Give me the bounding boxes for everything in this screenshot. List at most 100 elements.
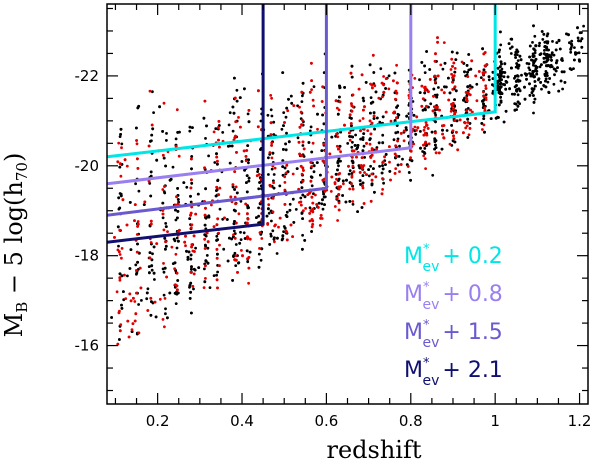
data-point-red: [319, 216, 322, 220]
data-point-black: [122, 290, 125, 293]
data-point-black: [423, 147, 427, 150]
data-point-black: [362, 132, 366, 136]
data-point-red: [273, 166, 277, 170]
data-point-black: [498, 89, 501, 93]
data-point-black: [513, 108, 517, 112]
data-point-black: [192, 287, 195, 291]
data-point-black: [256, 170, 259, 174]
data-point-black: [300, 186, 304, 190]
data-point-black: [164, 307, 167, 311]
data-point-red: [240, 249, 243, 252]
data-point-black: [487, 75, 491, 78]
data-point-red: [436, 40, 439, 44]
data-point-red: [218, 264, 221, 267]
data-point-black: [341, 194, 344, 197]
data-point-red: [117, 250, 121, 254]
data-point-black: [368, 137, 372, 141]
data-point-black: [552, 67, 556, 71]
data-point-black: [276, 236, 279, 240]
data-point-black: [290, 101, 294, 105]
data-point-red: [387, 87, 391, 91]
data-point-black: [149, 194, 153, 198]
data-point-red: [335, 132, 338, 136]
data-point-red: [215, 185, 219, 189]
data-point-black: [317, 201, 321, 205]
data-point-red: [424, 121, 428, 124]
data-point-black: [573, 58, 576, 62]
data-point-black: [149, 174, 153, 178]
data-point-black: [466, 136, 470, 139]
data-point-black: [437, 86, 440, 89]
data-point-black: [205, 124, 208, 128]
data-point-black: [539, 52, 543, 56]
data-point-black: [468, 84, 472, 87]
data-point-black: [320, 149, 324, 153]
data-point-black: [453, 98, 456, 101]
data-point-black: [527, 66, 531, 70]
data-point-black: [576, 26, 579, 30]
axis-ticks: [107, 4, 588, 404]
data-point-red: [118, 278, 122, 282]
data-point-red: [322, 142, 326, 146]
data-point-black: [338, 95, 341, 99]
data-point-black: [544, 40, 548, 44]
data-point-black: [257, 214, 260, 218]
data-point-red: [301, 209, 305, 213]
data-point-red: [360, 167, 364, 171]
data-point-black: [441, 67, 445, 71]
data-point-black: [430, 130, 434, 134]
selection-box-2: [107, 4, 413, 186]
data-point-black: [504, 109, 508, 113]
data-point-black: [137, 104, 141, 108]
data-point-black: [532, 63, 535, 67]
data-point-black: [228, 144, 232, 148]
data-point-black: [232, 254, 236, 258]
data-point-black: [176, 279, 180, 282]
data-point-black: [499, 95, 502, 99]
data-point-black: [510, 37, 514, 41]
data-point-black: [204, 137, 207, 140]
data-point-black: [162, 156, 166, 160]
data-point-black: [423, 152, 427, 155]
data-point-black: [533, 97, 537, 101]
data-point-black: [282, 148, 285, 151]
data-point-black: [204, 259, 208, 263]
data-point-red: [421, 97, 425, 101]
data-point-black: [453, 70, 457, 74]
data-point-red: [118, 276, 122, 280]
data-point-black: [321, 198, 324, 202]
data-point-black: [540, 30, 544, 33]
data-point-black: [188, 129, 192, 133]
x-tick-label: 1.2: [568, 412, 592, 430]
data-point-red: [351, 93, 355, 97]
data-point-red: [392, 79, 395, 83]
data-point-red: [270, 141, 274, 145]
data-point-black: [149, 139, 152, 143]
data-point-black: [338, 86, 342, 89]
data-point-black: [216, 252, 219, 256]
data-point-red: [247, 256, 251, 259]
data-point-red: [273, 240, 276, 244]
data-point-black: [147, 265, 151, 268]
data-point-red: [153, 300, 157, 304]
legend-entry-3: M* ev + 1.5: [404, 318, 503, 351]
data-point-black: [502, 75, 506, 79]
data-point-red: [133, 300, 137, 303]
data-point-red: [412, 142, 416, 146]
data-point-red: [333, 182, 337, 186]
data-point-red: [202, 286, 206, 289]
data-point-red: [482, 72, 485, 76]
data-point-black: [541, 38, 545, 41]
data-point-black: [110, 316, 113, 319]
data-point-black: [301, 144, 305, 147]
data-point-black: [455, 51, 459, 55]
data-point-black: [528, 82, 531, 86]
data-point-black: [174, 302, 178, 305]
data-point-red: [371, 53, 375, 57]
data-point-black: [292, 221, 296, 224]
data-point-red: [268, 151, 272, 154]
data-point-red: [452, 61, 456, 65]
data-point-black: [570, 42, 573, 46]
data-point-black: [185, 249, 188, 253]
data-point-black: [419, 146, 422, 150]
